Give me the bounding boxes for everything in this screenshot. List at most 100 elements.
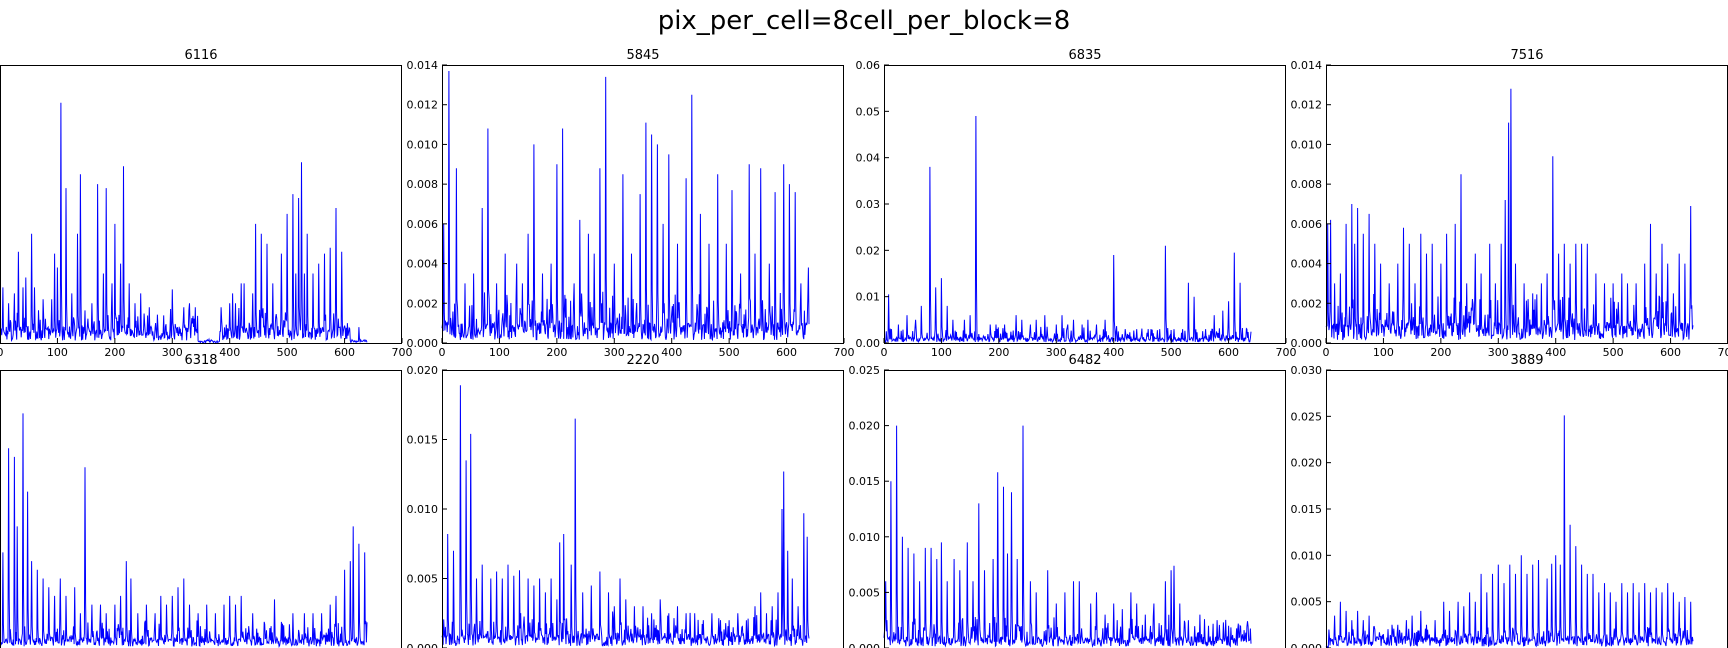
x-tick-label: 700 bbox=[834, 346, 855, 359]
y-tick-label: 0.012 bbox=[1291, 99, 1323, 112]
y-tick-label: 0.014 bbox=[1291, 59, 1323, 72]
y-tick-label: 0.020 bbox=[1291, 457, 1323, 470]
chart-panel-6482: 6482 0.000 0.005 0.010 0.015 0.020 0.025 bbox=[849, 353, 1286, 648]
x-tick-label: 400 bbox=[661, 346, 682, 359]
series-line bbox=[0, 413, 368, 648]
y-tick-label: 0.000 bbox=[407, 642, 439, 648]
x-tick-label: 500 bbox=[719, 346, 740, 359]
chart-panel-5845: 5845 0.000 0.002 0.004 0.006 0.008 0.010 0.012 0… bbox=[407, 48, 855, 359]
y-tick-label: 0.010 bbox=[1291, 549, 1323, 562]
y-tick-label: 0.010 bbox=[1291, 138, 1323, 151]
y-tick-label: 0.014 bbox=[407, 59, 439, 72]
y-tick-label: 0.008 bbox=[1291, 178, 1323, 191]
series-line bbox=[0, 102, 368, 345]
axes-frame bbox=[884, 370, 1286, 648]
x-tick-label: 0 bbox=[881, 346, 888, 359]
axes-frame bbox=[442, 65, 844, 344]
axes-frame bbox=[0, 65, 402, 344]
y-tick-label: 0.004 bbox=[407, 258, 439, 271]
chart-panel-7516: 7516 0.000 0.002 0.004 0.006 0.008 0.010 0.012 0… bbox=[1291, 48, 1728, 359]
x-tick-label: 0 bbox=[0, 346, 4, 359]
x-tick-label: 400 bbox=[219, 346, 240, 359]
y-tick-label: 0.000 bbox=[1291, 642, 1323, 648]
y-tick-label: 0.012 bbox=[407, 99, 439, 112]
y-tick-label: 0.06 bbox=[856, 59, 881, 72]
series-line bbox=[1325, 415, 1694, 648]
y-tick-label: 0.004 bbox=[1291, 258, 1323, 271]
x-tick-label: 500 bbox=[1603, 346, 1624, 359]
x-tick-label: 600 bbox=[1218, 346, 1239, 359]
x-tick-label: 700 bbox=[1718, 346, 1728, 359]
x-tick-label: 700 bbox=[392, 346, 413, 359]
panel-title: 5845 bbox=[626, 48, 659, 63]
y-tick-label: 0.00 bbox=[856, 337, 881, 350]
x-tick-label: 400 bbox=[1545, 346, 1566, 359]
x-tick-label: 100 bbox=[931, 346, 952, 359]
y-tick-label: 0.01 bbox=[856, 291, 881, 304]
y-tick-label: 0.000 bbox=[407, 337, 439, 350]
y-tick-label: 0.002 bbox=[407, 297, 439, 310]
y-tick-label: 0.030 bbox=[1291, 364, 1323, 377]
panel-title: 7516 bbox=[1510, 48, 1543, 63]
y-tick-label: 0.015 bbox=[1291, 503, 1323, 516]
y-tick-label: 0.010 bbox=[407, 138, 439, 151]
x-tick-label: 300 bbox=[1488, 346, 1509, 359]
x-tick-label: 100 bbox=[489, 346, 510, 359]
y-tick-label: 0.015 bbox=[407, 434, 439, 447]
series-line bbox=[883, 425, 1252, 648]
x-tick-label: 0 bbox=[1323, 346, 1330, 359]
y-tick-label: 0.005 bbox=[849, 586, 881, 599]
series-line bbox=[1325, 88, 1694, 342]
chart-panel-6835: 6835 0.00 0.01 0.02 0.03 0.04 0.05 0.06 0 100 200 3… bbox=[856, 48, 1297, 359]
x-tick-label: 200 bbox=[546, 346, 567, 359]
x-tick-label: 500 bbox=[277, 346, 298, 359]
y-tick-label: 0.006 bbox=[407, 218, 439, 231]
y-tick-label: 0.010 bbox=[407, 503, 439, 516]
y-tick-label: 0.020 bbox=[407, 364, 439, 377]
y-tick-label: 0.05 bbox=[856, 105, 881, 118]
y-tick-label: 0.000 bbox=[849, 642, 881, 648]
y-tick-label: 0.006 bbox=[1291, 218, 1323, 231]
figure-title: pix_per_cell=8cell_per_block=8 bbox=[657, 6, 1071, 36]
x-tick-label: 300 bbox=[1046, 346, 1067, 359]
y-tick-label: 0.03 bbox=[856, 198, 881, 211]
panel-title: 6116 bbox=[184, 48, 217, 63]
x-tick-label: 700 bbox=[1276, 346, 1297, 359]
series-line bbox=[441, 385, 810, 648]
chart-panel-2220: 2220 0.000 0.005 0.010 0.015 0.020 bbox=[407, 353, 844, 648]
x-tick-label: 600 bbox=[1660, 346, 1681, 359]
panel-title: 3889 bbox=[1510, 353, 1543, 368]
x-tick-label: 300 bbox=[162, 346, 183, 359]
chart-panel-6116: 6116 0 100 200 300 400 500 600 700 bbox=[0, 48, 413, 359]
panel-title: 6482 bbox=[1068, 353, 1101, 368]
y-tick-label: 0.025 bbox=[849, 364, 881, 377]
x-tick-label: 600 bbox=[334, 346, 355, 359]
x-tick-label: 200 bbox=[1430, 346, 1451, 359]
x-tick-label: 300 bbox=[604, 346, 625, 359]
y-tick-label: 0.04 bbox=[856, 152, 881, 165]
x-tick-label: 100 bbox=[1373, 346, 1394, 359]
y-tick-label: 0.010 bbox=[849, 531, 881, 544]
axes-frame bbox=[884, 65, 1286, 344]
panel-title: 6835 bbox=[1068, 48, 1101, 63]
series-line bbox=[441, 70, 810, 342]
y-tick-label: 0.002 bbox=[1291, 297, 1323, 310]
y-tick-label: 0.005 bbox=[1291, 596, 1323, 609]
axes-frame bbox=[0, 370, 402, 648]
x-tick-label: 400 bbox=[1103, 346, 1124, 359]
y-tick-label: 0.015 bbox=[849, 475, 881, 488]
y-tick-label: 0.02 bbox=[856, 244, 881, 257]
x-tick-label: 500 bbox=[1161, 346, 1182, 359]
chart-panel-3889: 3889 0.000 0.005 0.010 0.015 0.020 0.025 0.030 bbox=[1291, 353, 1728, 648]
series-line bbox=[883, 115, 1252, 344]
y-tick-label: 0.000 bbox=[1291, 337, 1323, 350]
x-tick-label: 0 bbox=[439, 346, 446, 359]
y-tick-label: 0.008 bbox=[407, 178, 439, 191]
y-tick-label: 0.025 bbox=[1291, 410, 1323, 423]
x-tick-label: 200 bbox=[104, 346, 125, 359]
y-tick-label: 0.020 bbox=[849, 420, 881, 433]
y-tick-label: 0.005 bbox=[407, 573, 439, 586]
panel-title: 2220 bbox=[626, 353, 659, 368]
panel-title: 6318 bbox=[184, 353, 217, 368]
